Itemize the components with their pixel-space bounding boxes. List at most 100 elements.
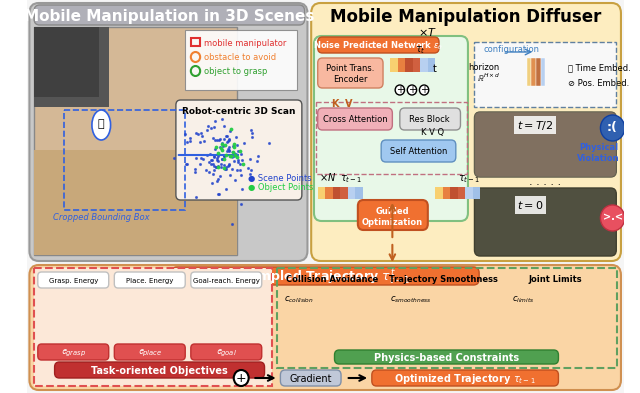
- Text: Joint Limits: Joint Limits: [529, 275, 582, 285]
- Text: Physics-based Constraints: Physics-based Constraints: [374, 353, 519, 363]
- Ellipse shape: [92, 110, 111, 140]
- FancyBboxPatch shape: [335, 350, 559, 364]
- FancyBboxPatch shape: [38, 272, 109, 288]
- Bar: [405, 58, 413, 72]
- Point: [223, 136, 234, 142]
- Text: Trajectory Smoothness: Trajectory Smoothness: [389, 275, 498, 285]
- Point: [219, 136, 229, 142]
- Bar: [276, 268, 617, 368]
- Point: [223, 146, 234, 152]
- Point: [198, 138, 209, 144]
- Point: [182, 139, 192, 145]
- Text: Task-oriented Objectives: Task-oriented Objectives: [91, 366, 227, 376]
- FancyBboxPatch shape: [115, 344, 185, 360]
- Text: $t = T/2$: $t = T/2$: [517, 119, 553, 132]
- Bar: [325, 187, 333, 199]
- Point: [208, 171, 218, 177]
- Point: [244, 156, 255, 162]
- Point: [230, 177, 240, 184]
- Point: [264, 140, 274, 147]
- Text: $c_{collision}$: $c_{collision}$: [284, 295, 314, 305]
- Point: [202, 152, 212, 158]
- Text: K: K: [331, 99, 339, 109]
- Point: [220, 142, 230, 148]
- Point: [239, 140, 249, 146]
- Point: [182, 160, 192, 167]
- Point: [213, 175, 223, 182]
- Bar: [536, 58, 541, 86]
- Text: horizon: horizon: [468, 64, 499, 72]
- Bar: [333, 187, 340, 199]
- Bar: [34, 150, 237, 255]
- Point: [246, 167, 257, 174]
- FancyBboxPatch shape: [372, 370, 559, 386]
- Point: [221, 151, 232, 158]
- FancyBboxPatch shape: [400, 108, 460, 130]
- Point: [213, 158, 223, 165]
- Point: [230, 152, 240, 158]
- Point: [222, 139, 232, 145]
- Bar: [191, 38, 200, 46]
- Point: [253, 153, 263, 159]
- Point: [223, 163, 234, 169]
- Bar: [355, 187, 362, 199]
- FancyBboxPatch shape: [34, 5, 305, 25]
- Point: [227, 221, 237, 228]
- Point: [246, 127, 256, 133]
- Point: [229, 158, 239, 164]
- FancyBboxPatch shape: [38, 344, 109, 360]
- Point: [221, 132, 231, 139]
- FancyBboxPatch shape: [54, 362, 264, 378]
- Text: object to grasp: object to grasp: [204, 66, 268, 75]
- Point: [220, 166, 230, 172]
- Point: [215, 173, 225, 179]
- Point: [209, 163, 219, 169]
- Bar: [398, 58, 405, 72]
- Text: $\mathcal{e}_{grasp}$: $\mathcal{e}_{grasp}$: [61, 347, 86, 359]
- FancyBboxPatch shape: [29, 265, 621, 390]
- Point: [180, 131, 191, 138]
- FancyBboxPatch shape: [317, 37, 439, 53]
- FancyBboxPatch shape: [29, 3, 307, 261]
- Point: [214, 136, 224, 143]
- Text: >.<: >.<: [602, 212, 623, 222]
- Point: [223, 138, 233, 144]
- Point: [224, 137, 234, 143]
- Text: $c_{limits}$: $c_{limits}$: [512, 295, 534, 305]
- Point: [206, 156, 216, 163]
- Point: [190, 169, 200, 176]
- Point: [196, 155, 206, 162]
- FancyBboxPatch shape: [381, 140, 456, 162]
- Point: [213, 153, 223, 160]
- Point: [209, 124, 219, 130]
- Text: K V Q: K V Q: [421, 129, 444, 138]
- Text: Sampled Trajectory $\tau^t_{t-1}$: Sampled Trajectory $\tau^t_{t-1}$: [240, 268, 410, 286]
- Point: [236, 151, 246, 157]
- Point: [217, 156, 227, 162]
- Text: Gradient: Gradient: [289, 374, 332, 384]
- Point: [217, 116, 227, 122]
- Point: [219, 123, 229, 129]
- FancyBboxPatch shape: [191, 272, 262, 288]
- Point: [196, 130, 206, 136]
- Point: [191, 130, 202, 136]
- Point: [212, 178, 222, 184]
- Text: $\times N$: $\times N$: [319, 171, 336, 183]
- Point: [217, 156, 227, 162]
- Point: [231, 134, 241, 141]
- Bar: [527, 58, 531, 86]
- Point: [212, 157, 222, 163]
- Point: [243, 165, 253, 171]
- Point: [218, 165, 228, 171]
- Point: [247, 134, 257, 140]
- Point: [227, 166, 237, 173]
- Bar: [390, 58, 398, 72]
- Text: Mobile Manipulation Diffuser: Mobile Manipulation Diffuser: [330, 8, 602, 26]
- Point: [236, 201, 246, 207]
- Point: [216, 164, 227, 171]
- Text: $\mathcal{e}_{place}$: $\mathcal{e}_{place}$: [138, 347, 162, 359]
- Text: Noise Predicted Network $\epsilon_\theta$: Noise Predicted Network $\epsilon_\theta…: [313, 40, 444, 52]
- Point: [228, 144, 239, 150]
- Text: +: +: [236, 371, 246, 384]
- Text: Grasp. Energy: Grasp. Energy: [49, 278, 98, 284]
